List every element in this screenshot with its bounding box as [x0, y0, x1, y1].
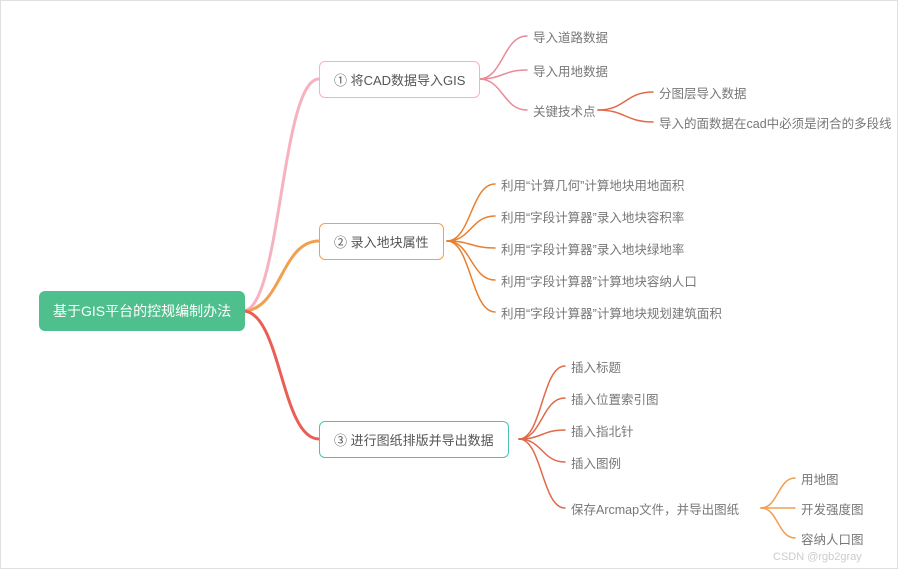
leaf-node[interactable]: 分图层导入数据: [659, 83, 747, 102]
leaf-node[interactable]: 关键技术点: [533, 101, 596, 120]
leaf-node[interactable]: 利用“字段计算器”计算地块容纳人口: [501, 271, 697, 290]
branch-b1[interactable]: ① 将CAD数据导入GIS: [319, 61, 480, 98]
leaf-node[interactable]: 插入指北针: [571, 421, 634, 440]
leaf-node[interactable]: 利用“计算几何”计算地块用地面积: [501, 175, 684, 194]
leaf-node[interactable]: 导入的面数据在cad中必须是闭合的多段线: [659, 113, 892, 132]
leaf-node[interactable]: 导入道路数据: [533, 27, 608, 46]
leaf-node[interactable]: 保存Arcmap文件，并导出图纸: [571, 499, 739, 518]
watermark: CSDN @rgb2gray: [773, 551, 862, 563]
leaf-node[interactable]: 插入位置索引图: [571, 389, 659, 408]
leaf-node[interactable]: 插入图例: [571, 453, 621, 472]
leaf-node[interactable]: 插入标题: [571, 357, 621, 376]
leaf-node[interactable]: 利用“字段计算器”计算地块规划建筑面积: [501, 303, 722, 322]
leaf-node[interactable]: 容纳人口图: [801, 529, 864, 548]
leaf-node[interactable]: 导入用地数据: [533, 61, 608, 80]
branch-b2[interactable]: ② 录入地块属性: [319, 223, 444, 260]
root-node[interactable]: 基于GIS平台的控规编制办法: [39, 291, 245, 331]
leaf-node[interactable]: 用地图: [801, 469, 839, 488]
leaf-node[interactable]: 利用“字段计算器”录入地块容积率: [501, 207, 684, 226]
leaf-node[interactable]: 利用“字段计算器”录入地块绿地率: [501, 239, 684, 258]
branch-b3[interactable]: ③ 进行图纸排版并导出数据: [319, 421, 509, 458]
leaf-node[interactable]: 开发强度图: [801, 499, 864, 518]
